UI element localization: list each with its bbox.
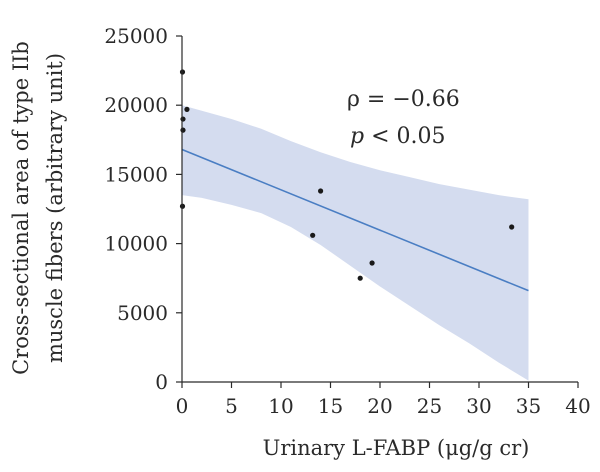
y-axis-title-line2: muscle fibers (arbitrary unit) bbox=[43, 53, 67, 363]
y-tick-label-20000: 20000 bbox=[104, 93, 168, 117]
y-axis-title-line1: Cross-sectional area of type IIb bbox=[9, 41, 33, 375]
data-point-6 bbox=[318, 188, 324, 194]
x-tick-label-15: 15 bbox=[318, 394, 343, 418]
regression-layer bbox=[181, 148, 529, 292]
tick-labels-layer: 0 5000 10000 15000 20000 25000 0 5 10 15 20 25 30 35 4… bbox=[104, 24, 590, 418]
data-point-5 bbox=[310, 232, 316, 238]
x-tick-label-30: 30 bbox=[466, 394, 491, 418]
rho-annotation: ρ = −0.66 bbox=[347, 87, 460, 112]
confidence-band-layer bbox=[182, 105, 529, 381]
x-tick-label-40: 40 bbox=[565, 394, 590, 418]
axes-layer bbox=[176, 35, 579, 388]
x-tick-label-25: 25 bbox=[417, 394, 442, 418]
regression-line bbox=[181, 148, 529, 292]
y-tick-label-25000: 25000 bbox=[104, 24, 168, 48]
confidence-band bbox=[182, 105, 529, 381]
data-points-layer bbox=[179, 69, 515, 281]
x-tick-label-5: 5 bbox=[225, 394, 238, 418]
y-tick-label-5000: 5000 bbox=[117, 301, 168, 325]
x-tick-label-20: 20 bbox=[367, 394, 392, 418]
x-tick-label-0: 0 bbox=[176, 394, 189, 418]
x-tick-label-10: 10 bbox=[268, 394, 293, 418]
x-tick-label-35: 35 bbox=[516, 394, 541, 418]
p-value-annotation: p < 0.05 bbox=[350, 124, 446, 149]
p-comparison: < 0.05 bbox=[364, 124, 445, 149]
y-tick-label-10000: 10000 bbox=[104, 232, 168, 256]
data-point-9 bbox=[509, 224, 515, 230]
p-symbol: p bbox=[350, 124, 364, 149]
data-point-2 bbox=[180, 127, 186, 133]
data-point-1 bbox=[180, 116, 186, 122]
y-tick-label-0: 0 bbox=[155, 370, 168, 394]
y-tick-label-15000: 15000 bbox=[104, 162, 168, 186]
data-point-8 bbox=[369, 260, 375, 266]
x-axis-title: Urinary L-FABP (μg/g cr) bbox=[263, 436, 530, 460]
data-point-7 bbox=[357, 275, 363, 281]
data-point-3 bbox=[184, 106, 190, 112]
